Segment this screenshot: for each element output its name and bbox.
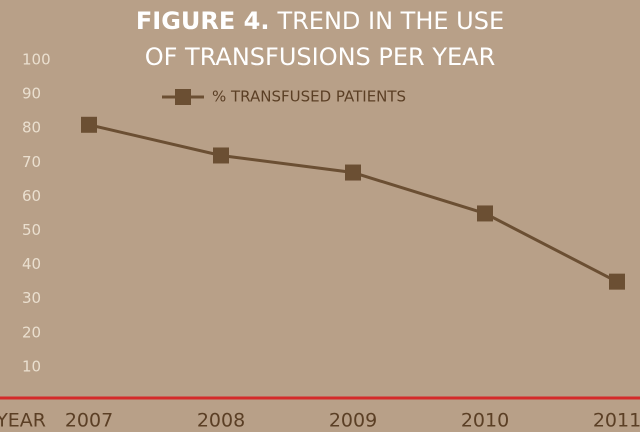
point-marker [609, 273, 625, 290]
y-tick-label: 80 [22, 119, 41, 137]
chart-title: OF TRANSFUSIONS PER YEAR [145, 43, 496, 71]
point-marker [345, 164, 361, 181]
title-part: FIGURE 4. [136, 7, 270, 35]
point-marker [477, 205, 493, 222]
y-tick-label: 20 [22, 323, 41, 341]
x-axis-label: YEAR [0, 410, 46, 432]
y-tick-label: 10 [22, 357, 41, 375]
point-marker [213, 147, 229, 164]
x-tick-label: 2008 [197, 410, 245, 432]
point-marker [81, 116, 97, 133]
y-tick-label: 60 [22, 187, 41, 205]
x-tick-label: 2007 [65, 410, 113, 432]
x-tick-label: 2009 [329, 410, 377, 432]
y-tick-label: 30 [22, 289, 41, 307]
y-tick-label: 50 [22, 221, 41, 239]
title-part: TREND IN THE USE [276, 7, 504, 35]
x-tick-label: 2010 [461, 410, 509, 432]
chart-title: FIGURE 4. TREND IN THE USE [136, 7, 504, 35]
x-tick-label: 2011 [593, 410, 640, 432]
y-tick-label: 90 [22, 85, 41, 103]
legend-marker [175, 89, 191, 105]
y-tick-label: 70 [22, 153, 41, 171]
y-tick-label: 100 [22, 51, 51, 69]
legend-label: % TRANSFUSED PATIENTS [212, 88, 406, 106]
y-tick-label: 40 [22, 255, 41, 273]
